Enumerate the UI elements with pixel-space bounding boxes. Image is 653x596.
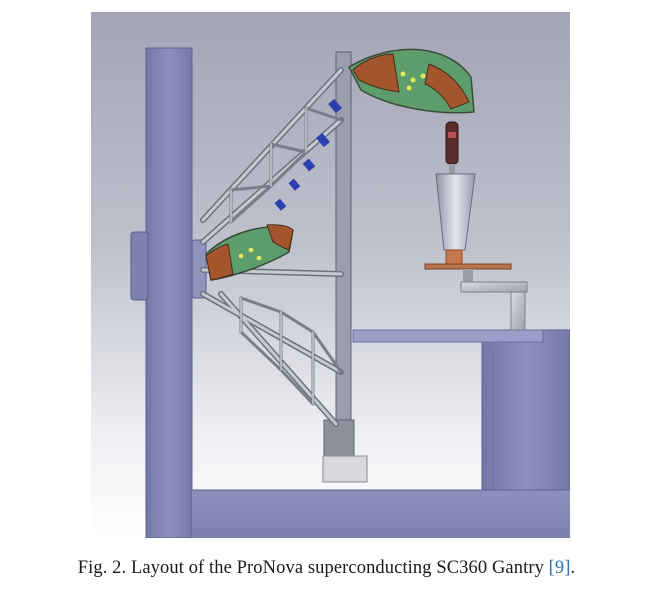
figure-label: Fig. 2. bbox=[77, 558, 127, 578]
patient-couch bbox=[424, 263, 528, 331]
beamline-magnets bbox=[274, 98, 342, 211]
citation-link[interactable]: [9] bbox=[548, 558, 571, 578]
lower-dipole-magnet bbox=[205, 224, 294, 281]
treatment-nozzle bbox=[435, 121, 476, 267]
caption-period: . bbox=[570, 558, 576, 578]
caption-text: Layout of the ProNova superconducting SC… bbox=[130, 558, 544, 578]
support-frame bbox=[145, 47, 570, 538]
figure-caption: Fig. 2. Layout of the ProNova supercondu… bbox=[0, 558, 653, 579]
upper-dipole-magnet bbox=[348, 48, 475, 114]
gantry-column bbox=[322, 51, 368, 483]
gantry-cad-render bbox=[91, 12, 570, 538]
gantry-figure bbox=[91, 12, 570, 538]
rotation-bearing bbox=[130, 231, 207, 301]
